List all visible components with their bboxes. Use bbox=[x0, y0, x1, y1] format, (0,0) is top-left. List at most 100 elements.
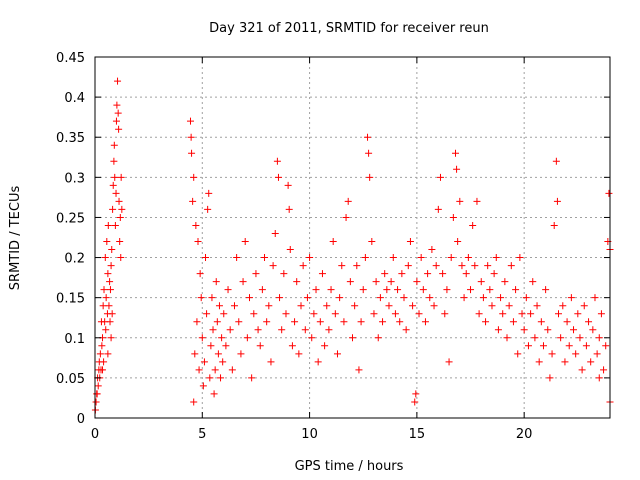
data-point bbox=[107, 262, 115, 270]
data-point bbox=[404, 262, 412, 270]
data-point bbox=[329, 238, 337, 246]
data-point bbox=[516, 254, 524, 262]
data-point bbox=[469, 221, 477, 229]
data-point bbox=[293, 278, 301, 286]
data-point bbox=[297, 302, 305, 310]
data-point bbox=[531, 334, 539, 342]
data-point bbox=[285, 205, 293, 213]
data-point bbox=[546, 374, 554, 382]
data-point bbox=[116, 238, 124, 246]
data-point bbox=[553, 197, 561, 205]
data-point bbox=[379, 318, 387, 326]
data-point bbox=[115, 125, 123, 133]
data-point bbox=[278, 326, 286, 334]
data-point bbox=[582, 342, 590, 350]
data-point bbox=[210, 390, 218, 398]
data-point bbox=[544, 326, 552, 334]
data-point bbox=[276, 294, 284, 302]
data-point bbox=[412, 390, 420, 398]
data-point bbox=[486, 286, 494, 294]
data-point bbox=[114, 109, 122, 117]
data-point bbox=[605, 189, 613, 197]
data-point bbox=[589, 326, 597, 334]
data-point bbox=[111, 221, 119, 229]
data-point bbox=[224, 286, 232, 294]
data-point bbox=[452, 149, 459, 157]
data-point bbox=[359, 286, 367, 294]
data-point bbox=[217, 374, 225, 382]
data-point bbox=[104, 270, 112, 278]
data-point bbox=[207, 342, 215, 350]
data-point bbox=[106, 318, 114, 326]
data-point bbox=[443, 286, 451, 294]
data-point bbox=[215, 302, 223, 310]
data-point bbox=[400, 294, 408, 302]
y-tick-label: 0.15 bbox=[56, 292, 85, 307]
data-point bbox=[219, 358, 227, 366]
data-point bbox=[539, 342, 547, 350]
data-point bbox=[204, 205, 212, 213]
x-tick-labels: 0 5 10 15 20 bbox=[91, 427, 533, 442]
data-point bbox=[195, 366, 203, 374]
data-point bbox=[479, 294, 487, 302]
data-point bbox=[295, 350, 303, 358]
x-tick-label: 10 bbox=[301, 427, 318, 442]
data-point bbox=[218, 334, 226, 342]
data-point bbox=[280, 270, 288, 278]
data-point bbox=[191, 350, 199, 358]
data-point bbox=[299, 262, 307, 270]
data-point bbox=[117, 173, 125, 181]
data-point bbox=[196, 270, 204, 278]
data-point bbox=[421, 318, 429, 326]
x-tick-label: 5 bbox=[198, 427, 206, 442]
chart-title: Day 321 of 2011, SRMTID for receiver reu… bbox=[209, 21, 489, 36]
data-point bbox=[109, 205, 117, 213]
data-point bbox=[202, 254, 210, 262]
data-point bbox=[509, 318, 517, 326]
data-point bbox=[325, 326, 333, 334]
data-point bbox=[92, 398, 100, 406]
data-point bbox=[387, 278, 395, 286]
data-point bbox=[349, 334, 356, 342]
data-point bbox=[456, 197, 464, 205]
data-point bbox=[353, 262, 361, 270]
data-point bbox=[458, 262, 466, 270]
data-point bbox=[492, 254, 500, 262]
data-point bbox=[308, 334, 316, 342]
data-point bbox=[114, 77, 122, 85]
data-point bbox=[462, 270, 470, 278]
data-point bbox=[587, 358, 595, 366]
data-point bbox=[436, 173, 444, 181]
data-point bbox=[473, 197, 481, 205]
data-point bbox=[368, 238, 376, 246]
y-tick-label: 0.4 bbox=[64, 91, 85, 106]
data-point bbox=[261, 254, 269, 262]
data-point bbox=[460, 294, 468, 302]
data-point bbox=[323, 302, 331, 310]
data-point bbox=[316, 318, 324, 326]
y-axis-label: SRMTID / TECUs bbox=[8, 186, 23, 291]
data-point bbox=[117, 254, 125, 262]
data-point bbox=[503, 334, 511, 342]
data-point bbox=[563, 318, 571, 326]
data-point bbox=[108, 310, 116, 318]
data-point bbox=[106, 286, 114, 294]
data-point bbox=[406, 238, 414, 246]
data-point bbox=[501, 278, 509, 286]
data-point bbox=[351, 302, 359, 310]
data-point bbox=[105, 302, 113, 310]
data-point bbox=[585, 318, 593, 326]
data-point bbox=[189, 197, 197, 205]
data-point bbox=[222, 342, 230, 350]
data-point bbox=[267, 358, 275, 366]
data-point bbox=[110, 141, 118, 149]
data-point bbox=[355, 366, 363, 374]
data-point bbox=[434, 205, 442, 213]
data-point bbox=[312, 286, 320, 294]
data-point bbox=[576, 334, 584, 342]
data-point bbox=[269, 262, 277, 270]
data-point bbox=[574, 310, 582, 318]
data-point bbox=[475, 310, 483, 318]
data-point bbox=[430, 302, 438, 310]
data-point bbox=[364, 133, 372, 141]
